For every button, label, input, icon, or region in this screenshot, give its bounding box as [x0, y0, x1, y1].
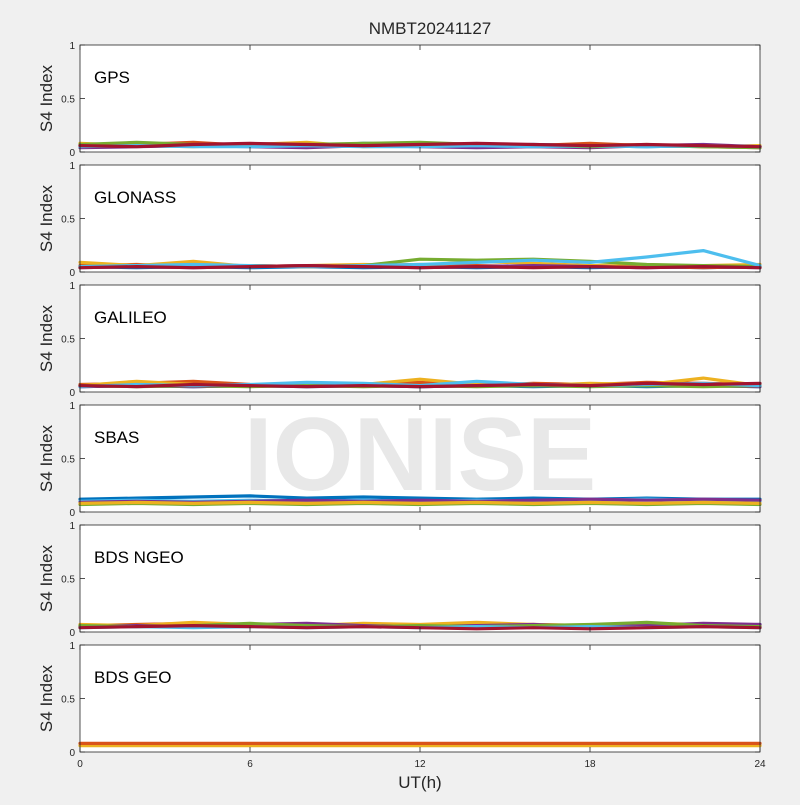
y-tick-label: 1	[69, 521, 75, 532]
panel-label: GALILEO	[94, 308, 167, 327]
y-tick-label: 0.5	[61, 215, 75, 226]
panel-label: BDS NGEO	[94, 548, 184, 567]
y-axis-label: S4 Index	[37, 544, 56, 612]
series-line	[78, 144, 762, 149]
panel-bds-geo: 0 0.5 1 BDS GEO S4 Index	[37, 641, 762, 759]
y-tick-label: 1	[69, 161, 75, 172]
chart-title: NMBT20241127	[369, 19, 492, 38]
y-tick-label: 1	[69, 281, 75, 292]
y-tick-label: 0.5	[61, 695, 75, 706]
y-tick-label: 0.5	[61, 575, 75, 586]
plot-area	[80, 45, 760, 152]
y-axis-label: S4 Index	[37, 664, 56, 732]
panel-label: GLONASS	[94, 188, 176, 207]
y-axis-label: S4 Index	[37, 64, 56, 132]
panel-bds-ngeo: 0 0.5 1 BDS NGEO S4 Index	[37, 521, 762, 639]
panel-sbas: 0 0.5 1 SBAS S4 Index	[37, 401, 762, 519]
x-tick-label: 6	[247, 759, 253, 770]
plot-area	[80, 645, 760, 752]
y-tick-label: 0	[69, 628, 75, 639]
y-tick-label: 0	[69, 268, 75, 279]
series-line	[78, 500, 762, 505]
series-line	[78, 249, 762, 269]
y-tick-label: 1	[69, 41, 75, 52]
y-axis-label: S4 Index	[37, 304, 56, 372]
y-tick-label: 1	[69, 641, 75, 652]
y-tick-label: 0	[69, 148, 75, 159]
panel-glonass: 0 0.5 1 GLONASS S4 Index	[37, 161, 762, 279]
x-axis-label: UT(h)	[398, 773, 441, 792]
x-tick-label: 18	[584, 759, 596, 770]
plot-area	[80, 405, 760, 512]
watermark: IONISE	[244, 397, 597, 513]
panel-label: SBAS	[94, 428, 139, 447]
panel-gps: 0 0.5 1 GPS S4 Index	[37, 41, 762, 159]
x-tick-label: 12	[414, 759, 426, 770]
series-line	[78, 381, 762, 389]
y-tick-label: 1	[69, 401, 75, 412]
y-tick-label: 0.5	[61, 455, 75, 466]
panel-label: BDS GEO	[94, 668, 171, 687]
plot-area	[80, 285, 760, 392]
y-axis-label: S4 Index	[37, 184, 56, 252]
plot-area	[80, 165, 760, 272]
y-tick-label: 0	[69, 388, 75, 399]
x-tick-label: 0	[77, 759, 83, 770]
panel-label: GPS	[94, 68, 130, 87]
x-tick-label: 24	[754, 759, 766, 770]
y-tick-label: 0	[69, 748, 75, 759]
panel-galileo: 0 0.5 1 GALILEO S4 Index	[37, 281, 762, 399]
y-tick-label: 0	[69, 508, 75, 519]
y-tick-label: 0.5	[61, 335, 75, 346]
y-tick-label: 0.5	[61, 95, 75, 106]
plot-area	[80, 525, 760, 632]
series-line	[78, 141, 762, 149]
y-axis-label: S4 Index	[37, 424, 56, 492]
